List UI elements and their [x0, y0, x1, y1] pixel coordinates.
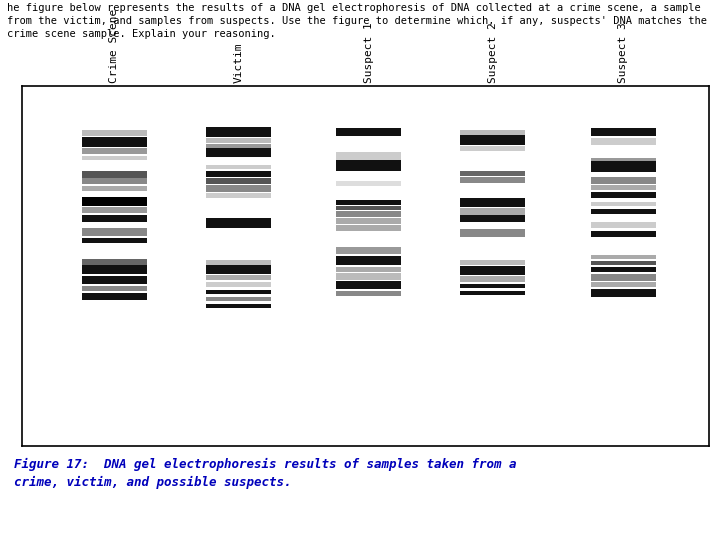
- Bar: [82, 171, 147, 178]
- Bar: [460, 215, 526, 222]
- Bar: [82, 186, 147, 191]
- Bar: [460, 276, 526, 282]
- Bar: [82, 148, 147, 154]
- Bar: [460, 198, 526, 207]
- Bar: [336, 152, 402, 160]
- Bar: [590, 267, 656, 272]
- Bar: [205, 185, 271, 192]
- Bar: [336, 127, 402, 136]
- Bar: [590, 177, 656, 184]
- Bar: [590, 192, 656, 198]
- Bar: [82, 137, 147, 147]
- Bar: [205, 218, 271, 227]
- Text: he figure below represents the results of a DNA gel electrophoresis of DNA colle: he figure below represents the results o…: [7, 3, 707, 39]
- Bar: [590, 255, 656, 260]
- Bar: [205, 138, 271, 144]
- Bar: [336, 247, 402, 254]
- Bar: [336, 181, 402, 186]
- Bar: [82, 238, 147, 242]
- Text: Suspect 3: Suspect 3: [618, 22, 629, 83]
- Bar: [590, 274, 656, 281]
- Bar: [82, 265, 147, 274]
- Bar: [590, 202, 656, 206]
- Bar: [336, 255, 402, 265]
- Bar: [336, 225, 402, 231]
- Bar: [590, 282, 656, 287]
- Bar: [336, 281, 402, 289]
- Bar: [82, 286, 147, 291]
- Bar: [460, 177, 526, 183]
- Bar: [336, 199, 402, 205]
- Bar: [205, 304, 271, 308]
- Bar: [460, 130, 526, 135]
- Bar: [205, 297, 271, 301]
- Bar: [460, 208, 526, 214]
- Bar: [82, 157, 147, 160]
- Bar: [590, 185, 656, 190]
- Bar: [590, 289, 656, 297]
- Bar: [590, 158, 656, 163]
- Bar: [82, 293, 147, 300]
- Bar: [205, 144, 271, 148]
- Bar: [590, 222, 656, 227]
- Bar: [460, 171, 526, 176]
- Bar: [460, 229, 526, 237]
- Bar: [336, 218, 402, 224]
- Bar: [590, 161, 656, 172]
- Bar: [205, 265, 271, 274]
- Bar: [336, 211, 402, 217]
- Bar: [82, 260, 147, 265]
- Bar: [336, 291, 402, 296]
- Bar: [460, 266, 526, 275]
- Bar: [205, 193, 271, 198]
- Text: Suspect 1: Suspect 1: [364, 22, 374, 83]
- Bar: [82, 197, 147, 206]
- Bar: [82, 228, 147, 236]
- Bar: [205, 275, 271, 280]
- Bar: [336, 273, 402, 280]
- Bar: [460, 260, 526, 265]
- Bar: [205, 178, 271, 185]
- Bar: [82, 275, 147, 284]
- Bar: [205, 127, 271, 137]
- Bar: [336, 160, 402, 171]
- Bar: [205, 148, 271, 157]
- Bar: [205, 165, 271, 170]
- Text: Figure 17:  DNA gel electrophoresis results of samples taken from a
crime, victi: Figure 17: DNA gel electrophoresis resul…: [14, 458, 517, 489]
- Bar: [460, 146, 526, 151]
- Bar: [590, 261, 656, 265]
- Bar: [590, 209, 656, 214]
- Bar: [336, 206, 402, 210]
- Bar: [590, 231, 656, 237]
- Text: Crime Scene: Crime Scene: [109, 9, 120, 83]
- Bar: [460, 284, 526, 288]
- Bar: [82, 214, 147, 222]
- Bar: [336, 267, 402, 272]
- Bar: [460, 135, 526, 145]
- Bar: [82, 178, 147, 185]
- Bar: [205, 282, 271, 287]
- Bar: [590, 138, 656, 145]
- Bar: [460, 291, 526, 295]
- Bar: [590, 127, 656, 136]
- Bar: [205, 260, 271, 265]
- Text: Suspect 2: Suspect 2: [487, 22, 498, 83]
- Bar: [205, 171, 271, 177]
- Bar: [205, 289, 271, 294]
- Bar: [82, 207, 147, 213]
- Bar: [82, 130, 147, 136]
- Text: Victim: Victim: [233, 42, 243, 83]
